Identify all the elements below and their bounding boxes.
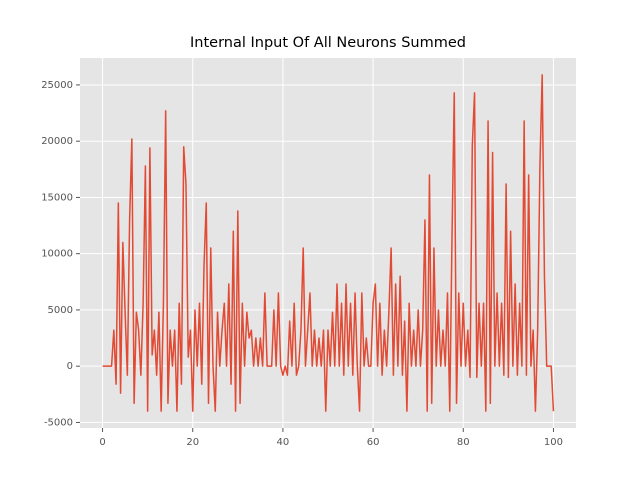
- y-tick-label: -5000: [44, 417, 73, 428]
- plot-area: [80, 58, 576, 428]
- y-tick-label: 15000: [41, 192, 73, 203]
- y-tick-label: 5000: [48, 305, 73, 316]
- line: [102, 74, 555, 412]
- y-tick-label: 25000: [41, 80, 73, 91]
- y-tick-label: 0: [67, 361, 73, 372]
- y-tick-label: 20000: [41, 136, 73, 147]
- x-tick-label: 40: [277, 437, 290, 448]
- marks: [102, 74, 555, 412]
- x-tick-label: 0: [99, 437, 105, 448]
- x-tick-label: 60: [367, 437, 380, 448]
- x-tick-label: 80: [457, 437, 470, 448]
- chart-title: Internal Input Of All Neurons Summed: [190, 35, 466, 51]
- x-tick-label: 20: [186, 437, 199, 448]
- y-tick-label: 10000: [41, 249, 73, 260]
- x-tick-label: 100: [544, 437, 563, 448]
